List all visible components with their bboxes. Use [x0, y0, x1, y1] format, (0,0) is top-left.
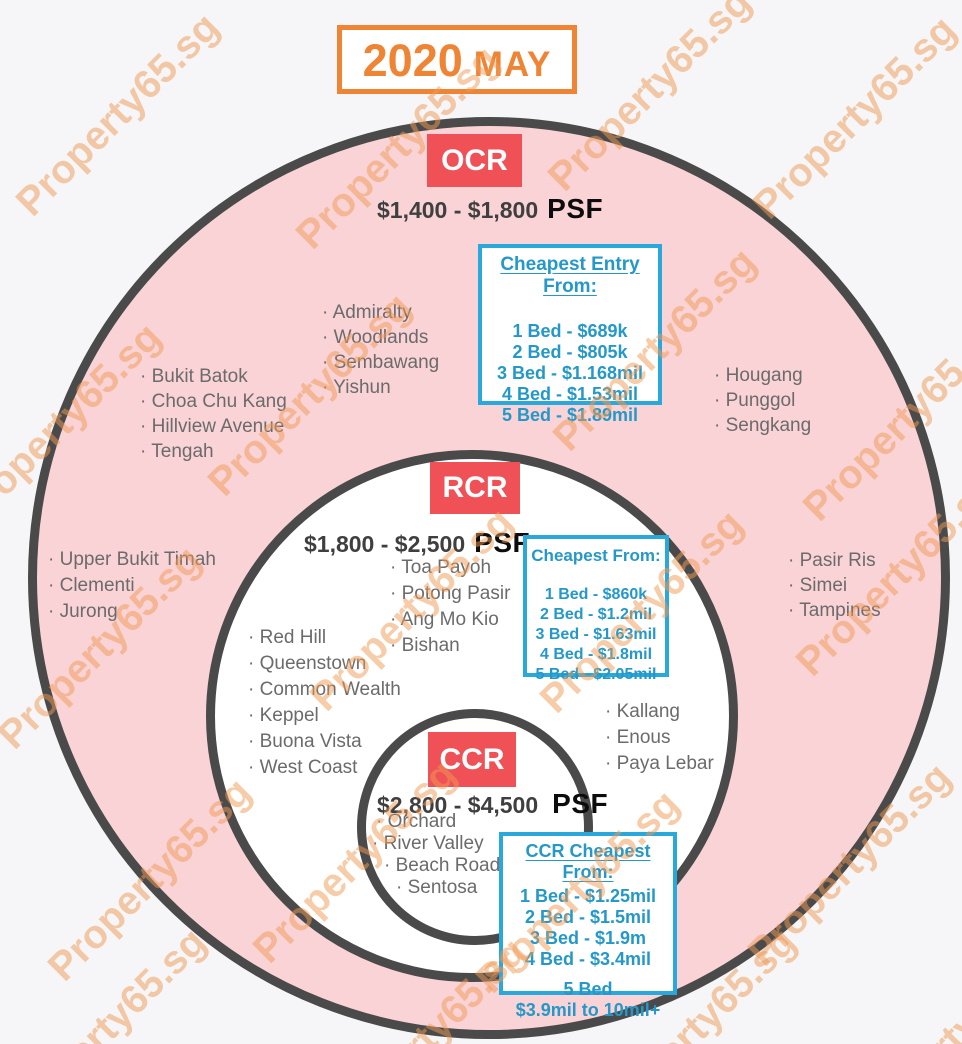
price-item: 2 Bed - $805k: [512, 342, 628, 362]
rcr-psf-range: $1,800 - $2,500 PSF: [304, 527, 530, 559]
location-item: Sembawang: [322, 350, 440, 375]
ocr-region-label: OCR: [427, 134, 522, 187]
location-item: Woodlands: [322, 325, 439, 350]
location-item: Orchard: [376, 811, 500, 833]
title-year: 2020: [362, 35, 463, 86]
rcr-psf-unit: PSF: [474, 527, 531, 558]
ccr-cheapest-box-title: CCR Cheapest From:: [525, 841, 651, 882]
location-list-rcr-east: Kallang Enous Paya Lebar: [605, 699, 714, 777]
ccr-psf-values: $2,800 - $4,500: [377, 792, 539, 818]
price-item: 3 Bed - $1.63mil: [535, 626, 657, 643]
price-item: 5 Bed - $2.05mil: [535, 666, 657, 683]
price-item: 2 Bed - $1.5mil: [524, 907, 652, 927]
location-item: Tengah: [140, 439, 287, 464]
price-item-five-bed-value: $3.9mil to 10mil+: [515, 1000, 661, 1020]
location-item: Common Wealth: [248, 677, 401, 703]
price-item: 4 Bed - $1.53mil: [501, 384, 639, 404]
title-month: MAY: [473, 45, 552, 84]
location-item: West Coast: [248, 755, 401, 781]
location-item: Bishan: [390, 633, 510, 659]
location-item: Choa Chu Kang: [140, 389, 287, 414]
price-item: 3 Bed - $1.168mil: [496, 363, 644, 383]
location-list-ocr-southwest: Upper Bukit Timah Clementi Jurong: [48, 547, 216, 625]
ocr-cheapest-box: Cheapest Entry From: 1 Bed - $689k 2 Bed…: [478, 244, 662, 425]
location-list-rcr-north: Toa Payoh Potong Pasir Ang Mo Kio Bishan: [390, 555, 511, 659]
location-item: Red Hill: [248, 625, 401, 651]
ocr-cheapest-box-title: Cheapest Entry From:: [500, 254, 640, 297]
ccr-cheapest-box: CCR Cheapest From: 1 Bed - $1.25mil 2 Be…: [499, 832, 677, 1020]
location-item: Sengkang: [714, 413, 812, 438]
location-item: Potong Pasir: [390, 581, 511, 607]
location-item: Enous: [605, 725, 714, 751]
ocr-psf-range: $1,400 - $1,800 PSF: [377, 193, 603, 225]
location-item: Paya Lebar: [605, 751, 714, 777]
location-item: Beach Road: [384, 855, 501, 877]
location-item: Admiralty: [322, 300, 439, 325]
rcr-psf-values: $1,800 - $2,500: [304, 531, 466, 557]
location-item: Keppel: [248, 703, 401, 729]
location-item: Bukit Batok: [140, 364, 287, 389]
location-item: Punggol: [714, 388, 811, 413]
location-item: Simei: [788, 573, 881, 598]
location-list-ocr-north: Admiralty Woodlands Sembawang Yishun: [322, 300, 440, 400]
location-item: Yishun: [322, 375, 439, 400]
price-item: 1 Bed - $689k: [512, 321, 628, 341]
watermark-text: Property65.sg: [744, 7, 962, 228]
location-item: Pasir Ris: [788, 548, 881, 573]
location-item: Ang Mo Kio: [390, 607, 510, 633]
location-list-ccr: Orchard River Valley Beach Road Sentosa: [372, 811, 501, 899]
location-list-ocr-northeast: Hougang Punggol Sengkang: [714, 363, 812, 438]
location-item: Hillview Avenue: [140, 414, 287, 439]
watermark-text: Property65.sg: [0, 919, 215, 1044]
location-item: Queenstown: [248, 651, 401, 677]
location-item: Toa Payoh: [390, 555, 510, 581]
location-item: Jurong: [48, 599, 216, 625]
watermark-text: Property65.sg: [841, 929, 962, 1044]
location-item: Upper Bukit Timah: [48, 547, 216, 573]
location-item: Buona Vista: [248, 729, 401, 755]
location-item: Tampines: [788, 598, 880, 623]
price-item: 4 Bed - $3.4mil: [524, 949, 652, 969]
price-item: 3 Bed - $1.9m: [529, 928, 647, 948]
location-item: Kallang: [605, 699, 714, 725]
location-item: Sentosa: [396, 877, 500, 899]
ccr-region-label: CCR: [428, 732, 516, 787]
ocr-psf-values: $1,400 - $1,800: [377, 197, 539, 223]
ocr-psf-unit: PSF: [547, 193, 604, 224]
watermark-text: Property65.sg: [7, 4, 228, 225]
price-item: 5 Bed - $1.89mil: [501, 405, 639, 425]
rcr-cheapest-box: Cheapest From: 1 Bed - $860k 2 Bed - $1.…: [523, 535, 669, 683]
location-item: Clementi: [48, 573, 216, 599]
location-list-ocr-east: Pasir Ris Simei Tampines: [788, 548, 881, 623]
price-item: 1 Bed - $860k: [544, 586, 648, 603]
ccr-psf-range: $2,800 - $4,500 PSF: [377, 788, 608, 820]
title-box: 2020 MAY: [337, 25, 577, 94]
location-list-ocr-west: Bukit Batok Choa Chu Kang Hillview Avenu…: [140, 364, 287, 464]
price-item: 2 Bed - $1.2mil: [539, 606, 653, 623]
location-item: Hougang: [714, 363, 811, 388]
rcr-region-label: RCR: [430, 462, 520, 514]
price-item-five-bed-label: 5 Bed: [563, 979, 613, 999]
location-list-rcr-west: Red Hill Queenstown Common Wealth Keppel…: [248, 625, 401, 781]
location-item: River Valley: [372, 833, 500, 855]
price-item: 4 Bed - $1.8mil: [539, 646, 653, 663]
rcr-cheapest-box-title: Cheapest From:: [531, 546, 661, 565]
ccr-psf-unit: PSF: [552, 788, 609, 819]
price-item: 1 Bed - $1.25mil: [519, 886, 657, 906]
